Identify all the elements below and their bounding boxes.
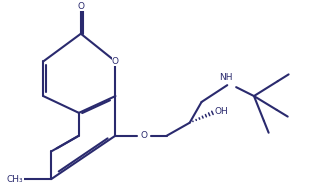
Text: OH: OH	[214, 107, 228, 116]
Text: O: O	[77, 2, 84, 11]
Text: O: O	[141, 131, 148, 140]
Text: O: O	[112, 57, 119, 66]
Text: CH₃: CH₃	[7, 175, 24, 184]
Text: NH: NH	[219, 73, 233, 82]
